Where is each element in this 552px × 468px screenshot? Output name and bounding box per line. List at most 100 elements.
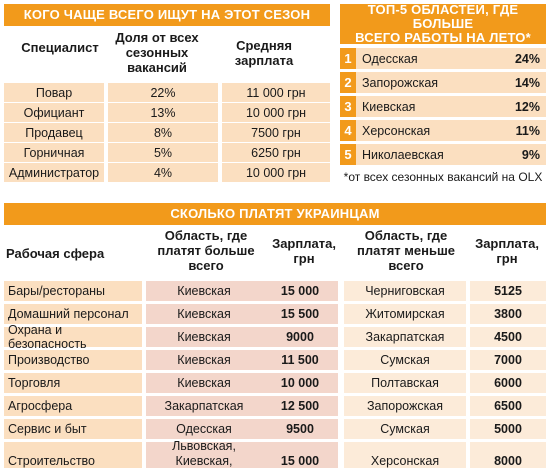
high-salary-cell: 9500 [262, 419, 338, 439]
specialist-cell: Продавец [4, 123, 104, 142]
specialist-cell: Повар [4, 83, 104, 102]
sphere-cell: Агросфера [4, 396, 142, 416]
salary-cell: 10 000 грн [222, 163, 330, 182]
high-salary-cell: 15 000 [262, 281, 338, 301]
table-row: Производство Киевская 11 500 Сумская 7000 [4, 350, 546, 370]
region-label: Киевская [362, 99, 416, 114]
low-region-cell: Житомирская [344, 304, 466, 324]
low-region-cell: Сумская [344, 350, 466, 370]
share-cell: 22% [108, 83, 218, 102]
col-high-salary: Зарплата, грн [272, 236, 336, 266]
low-region-cell: Сумская [344, 419, 466, 439]
table-row: Продавец 8% 7500 грн [4, 123, 330, 142]
table-row: Администратор 4% 10 000 грн [4, 163, 330, 182]
region-percent: 12% [514, 99, 540, 114]
specialist-cell: Официант [4, 103, 104, 122]
rank-badge: 3 [340, 96, 356, 117]
low-salary-cell: 5125 [470, 281, 546, 301]
high-region-cell: Киевская [146, 350, 262, 370]
list-item: 4 Херсонская 11% [340, 120, 546, 141]
col-share: Доля от всех сезонных вакансий [115, 30, 199, 75]
list-item: 3 Киевская 12% [340, 96, 546, 117]
specialist-cell: Администратор [4, 163, 104, 182]
sphere-cell: Сервис и быт [4, 419, 142, 439]
col-high-region: Область, где платят больше всего [157, 228, 255, 273]
bottom-table-title: СКОЛЬКО ПЛАТЯТ УКРАИНЦАМ [4, 203, 546, 225]
high-salary-cell: 12 500 [262, 396, 338, 416]
high-salary-cell: 10 000 [262, 373, 338, 393]
table-row: Сервис и быт Одесская 9500 Сумская 5000 [4, 419, 546, 439]
high-region-cell: Киевская [146, 281, 262, 301]
high-region-cell: Киевская [146, 327, 262, 347]
low-region-cell: Полтавская [344, 373, 466, 393]
col-low-region: Область, где платят меньше всего [356, 228, 456, 273]
region-percent: 9% [521, 147, 540, 162]
table-row: Торговля Киевская 10 000 Полтавская 6000 [4, 373, 546, 393]
share-cell: 5% [108, 143, 218, 162]
low-region-cell: Запорожская [344, 396, 466, 416]
low-salary-cell: 7000 [470, 350, 546, 370]
list-item: 5 Николаевская 9% [340, 144, 546, 165]
high-salary-cell: 15 000 [262, 442, 338, 468]
high-region-cell: Львовская, Киевская, Закарпатская [146, 439, 262, 468]
high-salary-cell: 15 500 [262, 304, 338, 324]
low-salary-cell: 3800 [470, 304, 546, 324]
region-label: Николаевская [362, 147, 444, 162]
sphere-cell: Торговля [4, 373, 142, 393]
table-row: Домашний персонал Киевская 15 500 Житомирск… [4, 304, 546, 324]
top5-title-line2: ВСЕГО РАБОТЫ НА ЛЕТО* [355, 30, 531, 45]
sphere-cell: Производство [4, 350, 142, 370]
table-row: Агросфера Закарпатская 12 500 Запорожская 65… [4, 396, 546, 416]
low-salary-cell: 4500 [470, 327, 546, 347]
specialist-cell: Горничная [4, 143, 104, 162]
table-row: Повар 22% 11 000 грн [4, 83, 330, 102]
high-salary-cell: 11 500 [262, 350, 338, 370]
region-label: Одесская [362, 51, 418, 66]
high-region-cell: Киевская [146, 304, 262, 324]
col-specialist: Специалист [21, 40, 99, 55]
col-work-sphere: Рабочая сфера [6, 246, 105, 261]
table-row: Охрана и безопасность Киевская 9000 Закарпа… [4, 323, 546, 351]
region-label: Запорожская [362, 75, 439, 90]
low-region-cell: Херсонская [344, 442, 466, 468]
top5-note: *от всех сезонных вакансий на OLX [343, 170, 543, 184]
salary-cell: 7500 грн [222, 123, 330, 142]
top5-title-line1: ТОП-5 ОБЛАСТЕЙ, ГДЕ БОЛЬШЕ [367, 2, 519, 31]
sphere-cell: Бары/рестораны [4, 281, 142, 301]
table-row: Горничная 5% 6250 грн [4, 143, 330, 162]
table-row: Бары/рестораны Киевская 15 000 Черниговская… [4, 281, 546, 301]
left-table-title: КОГО ЧАЩЕ ВСЕГО ИЩУТ НА ЭТОТ СЕЗОН [4, 4, 330, 26]
high-region-cell: Одесская [146, 419, 262, 439]
top5-title: ТОП-5 ОБЛАСТЕЙ, ГДЕ БОЛЬШЕ ВСЕГО РАБОТЫ … [340, 2, 546, 45]
sphere-cell: Строительство [4, 442, 142, 468]
share-cell: 13% [108, 103, 218, 122]
salary-cell: 6250 грн [222, 143, 330, 162]
list-item: 1 Одесская 24% [340, 48, 546, 69]
salary-cell: 10 000 грн [222, 103, 330, 122]
share-cell: 8% [108, 123, 218, 142]
low-region-cell: Черниговская [344, 281, 466, 301]
sphere-cell: Домашний персонал [4, 304, 142, 324]
col-low-salary: Зарплата, грн [475, 236, 539, 266]
low-region-cell: Закарпатская [344, 327, 466, 347]
rank-badge: 2 [340, 72, 356, 93]
low-salary-cell: 6500 [470, 396, 546, 416]
region-percent: 24% [514, 51, 540, 66]
region-percent: 11% [515, 123, 540, 138]
share-cell: 4% [108, 163, 218, 182]
high-region-cell: Закарпатская [146, 396, 262, 416]
col-avg-salary: Средняя зарплата [234, 38, 294, 68]
high-salary-cell: 9000 [262, 327, 338, 347]
region-percent: 14% [514, 75, 540, 90]
rank-badge: 1 [340, 48, 356, 69]
rank-badge: 5 [340, 144, 356, 165]
table-row: Официант 13% 10 000 грн [4, 103, 330, 122]
region-label: Херсонская [362, 123, 431, 138]
low-salary-cell: 8000 [470, 442, 546, 468]
high-region-cell: Киевская [146, 373, 262, 393]
low-salary-cell: 5000 [470, 419, 546, 439]
rank-badge: 4 [340, 120, 356, 141]
low-salary-cell: 6000 [470, 373, 546, 393]
sphere-cell: Охрана и безопасность [4, 323, 142, 351]
